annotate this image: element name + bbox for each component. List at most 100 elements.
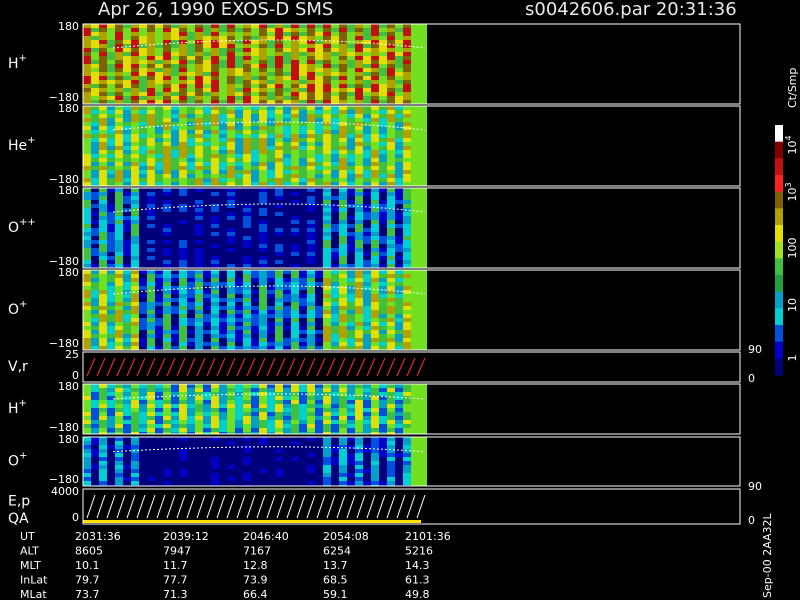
spectrogram-cell — [395, 126, 403, 130]
spectrogram-cell — [387, 208, 395, 212]
spectrogram-cell — [355, 302, 363, 306]
spectrogram-cell — [395, 44, 403, 48]
spectrogram-cell — [395, 424, 403, 428]
spectrogram-cell — [123, 92, 131, 96]
spectrogram-cell — [83, 114, 91, 118]
spectrogram-cell — [387, 453, 395, 457]
spectrogram-cell — [155, 437, 163, 441]
spectrogram-cell — [155, 146, 163, 150]
spectrogram-cell — [411, 294, 419, 298]
spectrogram-cell — [83, 182, 91, 186]
spectrogram-cell — [179, 80, 187, 84]
spectrogram-cell — [203, 126, 211, 130]
spectrogram-cell — [259, 182, 267, 186]
spectrogram-cell — [203, 274, 211, 278]
spectrogram-cell — [331, 437, 339, 441]
spectrogram-cell — [331, 342, 339, 346]
spectrogram-cell — [283, 228, 291, 232]
spectrogram-cell — [219, 40, 227, 44]
spectrogram-cell — [243, 408, 251, 412]
spectrogram-cell — [171, 264, 179, 268]
spectrogram-cell — [395, 264, 403, 268]
spectrogram-cell — [387, 477, 395, 481]
spectrogram-cell — [379, 481, 387, 485]
spectrogram-cell — [411, 80, 419, 84]
spectrogram-cell — [219, 162, 227, 166]
spectrogram-cell — [139, 114, 147, 118]
spectrogram-cell — [251, 469, 259, 473]
spectrogram-cell — [371, 88, 379, 92]
spectrogram-cell — [339, 453, 347, 457]
spectrogram-cell — [403, 32, 411, 36]
spectrogram-cell — [251, 188, 259, 192]
spectrogram-cell — [411, 146, 419, 150]
spectrogram-cell — [147, 294, 155, 298]
spectrogram-cell — [267, 453, 275, 457]
spectrogram-cell — [363, 40, 371, 44]
spectrogram-cell — [243, 182, 251, 186]
spectrogram-cell — [107, 196, 115, 200]
spectrogram-cell — [251, 200, 259, 204]
spectrogram-cell — [371, 150, 379, 154]
spectrogram-cell — [227, 130, 235, 134]
spectrogram-cell — [243, 294, 251, 298]
spectrogram-cell — [331, 388, 339, 392]
spectrogram-cell — [291, 346, 299, 350]
spectrogram-cell — [83, 220, 91, 224]
spectrogram-cell — [115, 469, 123, 473]
spectrogram-cell — [203, 461, 211, 465]
spectrogram-cell — [363, 142, 371, 146]
spectrogram-cell — [235, 290, 243, 294]
colorbar-swatch — [775, 158, 783, 176]
spectrogram-cell — [83, 338, 91, 342]
spectrogram-cell — [107, 204, 115, 208]
spectrogram-cell — [363, 441, 371, 445]
spectrogram-cell — [115, 274, 123, 278]
spectrogram-cell — [291, 106, 299, 110]
spectrogram-cell — [363, 396, 371, 400]
spectrogram-cell — [91, 388, 99, 392]
spectrogram-cell — [379, 306, 387, 310]
y-tick-label: 180 — [58, 184, 79, 197]
colorbar-swatch — [775, 341, 783, 359]
spectrogram-cell — [91, 126, 99, 130]
spectrogram-cell — [347, 416, 355, 420]
spectrogram-cell — [91, 174, 99, 178]
spectrogram-cell — [235, 453, 243, 457]
spectrogram-cell — [155, 318, 163, 322]
spectrogram-cell — [371, 204, 379, 208]
spectrogram-cell — [203, 216, 211, 220]
spectrogram-cell — [115, 212, 123, 216]
spectrogram-cell — [211, 416, 219, 420]
colorbar-swatch — [775, 275, 783, 293]
spectrogram-cell — [275, 118, 283, 122]
spectrogram-cell — [203, 118, 211, 122]
spectrogram-cell — [259, 428, 267, 432]
spectrogram-cell — [99, 32, 107, 36]
spectrogram-cell — [363, 473, 371, 477]
spectrogram-cell — [171, 142, 179, 146]
spectrogram-cell — [403, 424, 411, 428]
spectrogram-cell — [419, 244, 427, 248]
label-text: V,r — [8, 359, 28, 375]
spectrogram-cell — [251, 110, 259, 114]
spectrogram-cell — [115, 388, 123, 392]
spectrogram-cell — [259, 457, 267, 461]
spectrogram-cell — [107, 192, 115, 196]
spectrogram-cell — [195, 388, 203, 392]
spectrogram-cell — [99, 334, 107, 338]
spectrogram-cell — [91, 122, 99, 126]
spectrogram-cell — [339, 392, 347, 396]
spectrogram-cell — [235, 28, 243, 32]
spectrogram-cell — [299, 64, 307, 68]
spectrogram-cell — [203, 469, 211, 473]
spectrogram-cell — [203, 76, 211, 80]
spectrogram-cell — [315, 100, 323, 104]
spectrogram-cell — [387, 158, 395, 162]
spectrogram-cell — [315, 338, 323, 342]
spectrogram-cell — [235, 404, 243, 408]
spectrogram-cell — [139, 457, 147, 461]
spectrogram-cell — [347, 158, 355, 162]
spectrogram-cell — [171, 256, 179, 260]
spectrogram-cell — [315, 44, 323, 48]
